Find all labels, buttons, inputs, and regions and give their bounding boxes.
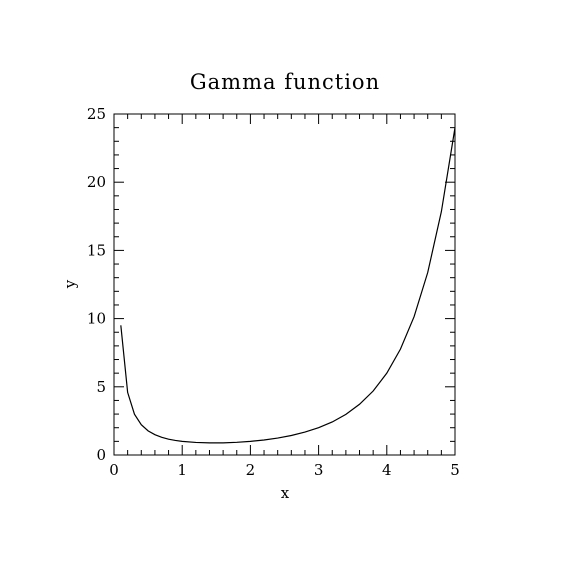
x-tick-label: 4 bbox=[382, 461, 392, 479]
gamma-series-line bbox=[120, 127, 456, 444]
y-axis-label: y bbox=[61, 279, 79, 289]
plot-frame bbox=[113, 113, 456, 456]
x-tick-label: 0 bbox=[109, 461, 119, 479]
y-tick-label: 5 bbox=[96, 378, 106, 396]
x-tick-label: 2 bbox=[246, 461, 256, 479]
x-tick-labels: 0 1 2 3 4 5 bbox=[109, 461, 460, 479]
tick-marks bbox=[113, 113, 456, 456]
y-tick-label: 15 bbox=[87, 241, 106, 259]
y-tick-labels: 0 5 10 15 20 25 bbox=[87, 105, 106, 464]
chart-title: Gamma function bbox=[190, 70, 380, 94]
y-tick-label: 0 bbox=[96, 446, 106, 464]
y-tick-label: 20 bbox=[87, 173, 106, 191]
x-tick-label: 5 bbox=[450, 461, 460, 479]
y-tick-label: 25 bbox=[87, 105, 106, 123]
x-tick-label: 3 bbox=[314, 461, 324, 479]
y-tick-label: 10 bbox=[87, 310, 106, 328]
x-axis-label: x bbox=[281, 484, 290, 502]
x-tick-label: 1 bbox=[177, 461, 187, 479]
